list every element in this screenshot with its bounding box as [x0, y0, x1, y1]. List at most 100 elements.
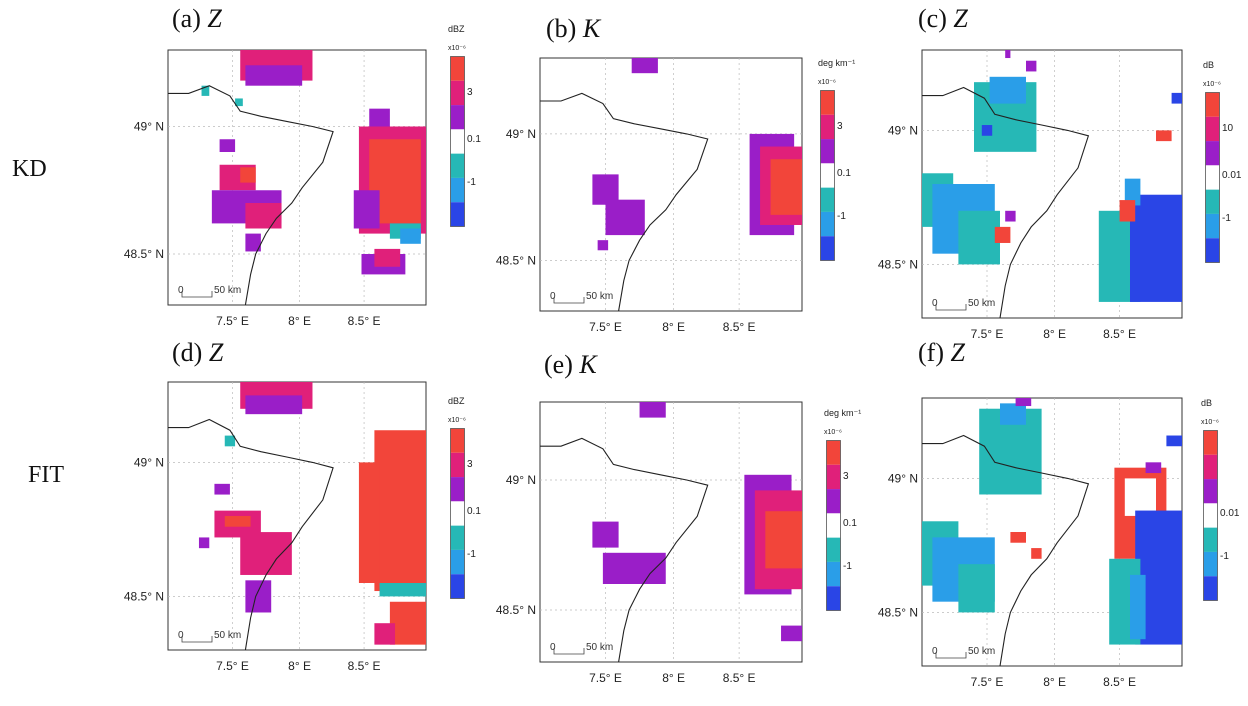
- echo-region-purple: [1005, 210, 1016, 222]
- colorbar-tick-label: 0.01: [1220, 508, 1240, 519]
- colorbar-swatch-white: [450, 501, 465, 526]
- echo-region-red: [240, 167, 256, 183]
- variable-symbol: Z: [953, 4, 968, 33]
- variable-symbol: Z: [208, 338, 224, 367]
- echo-region-purple: [245, 65, 303, 86]
- echo-region-magenta: [374, 248, 401, 267]
- colorbar-exponent-c: x10⁻⁶: [1203, 81, 1221, 88]
- echo-region-blue: [1130, 194, 1182, 302]
- echo-region-purple: [198, 537, 210, 549]
- colorbar-e: [826, 440, 841, 616]
- colorbar-exponent-b: x10⁻⁶: [818, 79, 836, 86]
- colorbar-swatch-white: [1203, 503, 1218, 528]
- y-tick-label: 48.5° N: [878, 257, 918, 271]
- map-panel-f: 0 50 km 7.5° E 8° E 8.5° E 49° N 48.5° N: [862, 397, 1192, 706]
- scale-label: 50 km: [968, 298, 995, 309]
- map-panel-b: 0 50 km 7.5° E 8° E 8.5° E 49° N 48.5° N: [480, 57, 812, 351]
- echo-region-purple: [219, 139, 236, 152]
- border-line: [922, 86, 1090, 319]
- echo-region-lightblue: [1130, 574, 1146, 640]
- x-tick-label: 8° E: [288, 314, 311, 328]
- colorbar-unit-d: dBZ: [448, 396, 465, 406]
- colorbar-swatch-magenta: [1205, 116, 1220, 142]
- colorbar-tick-label: -1: [1220, 550, 1229, 562]
- colorbar-swatch-red: [450, 56, 465, 81]
- scale-bar: [935, 652, 967, 659]
- colorbar-swatch-lightblue: [820, 211, 835, 237]
- echo-region-red: [1031, 548, 1042, 559]
- echo-region-teal: [224, 435, 236, 447]
- x-tick-label: 7.5° E: [589, 671, 622, 685]
- colorbar-swatch-purple: [450, 477, 465, 502]
- map-panel-d: 0 50 km 7.5° E 8° E 8.5° E 49° N 48.5° N: [108, 381, 436, 690]
- colorbar-tick-label: 3: [843, 471, 849, 483]
- colorbar-swatches: [450, 428, 465, 599]
- echo-region-lightblue: [1124, 178, 1141, 206]
- echo-region-teal: [201, 85, 210, 96]
- x-tick-label: 8° E: [1043, 327, 1066, 341]
- colorbar-swatch-teal: [450, 525, 465, 550]
- colorbar-b: [820, 90, 835, 266]
- map-f: 0 50 km 7.5° E 8° E 8.5° E 49° N 48.5° N: [878, 397, 1183, 689]
- colorbar-swatch-purple: [1203, 479, 1218, 504]
- colorbar-swatch-red: [826, 440, 841, 465]
- row-label-kd: KD: [12, 156, 47, 182]
- border-line: [540, 437, 709, 663]
- x-tick-label: 7.5° E: [971, 675, 1004, 689]
- echo-region-blue: [1171, 92, 1182, 104]
- colorbar-swatch-white: [826, 513, 841, 538]
- colorbar-tick-label: 3: [467, 459, 473, 471]
- echo-region-red: [765, 511, 802, 569]
- colorbar-swatch-blue: [1203, 576, 1218, 601]
- colorbar-swatch-blue: [1205, 238, 1220, 263]
- y-tick-label: 48.5° N: [124, 247, 164, 261]
- echo-region-purple: [781, 625, 802, 642]
- colorbar-tick-label: -1: [467, 176, 476, 188]
- colorbar-swatches: [826, 440, 841, 611]
- echo-region-purple: [602, 552, 666, 584]
- y-tick-label: 49° N: [134, 120, 164, 134]
- colorbar-swatch-lightblue: [450, 549, 465, 575]
- y-tick-label: 49° N: [506, 473, 536, 487]
- map-e: 0 50 km 7.5° E 8° E 8.5° E 49° N 48.5° N: [496, 401, 803, 685]
- colorbar-swatch-red: [450, 428, 465, 453]
- colorbar-swatch-magenta: [1203, 454, 1218, 480]
- y-tick-label: 49° N: [888, 471, 918, 485]
- map-d: 0 50 km 7.5° E 8° E 8.5° E 49° N 48.5° N: [124, 381, 427, 673]
- colorbar-swatches: [1205, 92, 1220, 263]
- scale-bar: [181, 291, 213, 298]
- echo-region-lightblue: [989, 76, 1026, 104]
- colorbar-swatch-purple: [826, 489, 841, 514]
- scale-label: 50 km: [214, 285, 241, 296]
- colorbar-tick-label: 0.1: [467, 506, 481, 517]
- colorbar-swatch-blue: [820, 236, 835, 261]
- scale-label: 50 km: [968, 646, 995, 657]
- x-tick-label: 8° E: [662, 671, 685, 685]
- colorbar-swatch-teal: [820, 187, 835, 212]
- echo-region-red: [358, 462, 380, 583]
- colorbar-swatch-purple: [1205, 141, 1220, 166]
- x-tick-label: 7.5° E: [216, 314, 249, 328]
- colorbar-swatch-magenta: [826, 464, 841, 490]
- panel-title-d: (d) Z: [172, 338, 223, 368]
- echo-region-teal: [958, 210, 1000, 265]
- colorbar-swatch-blue: [450, 574, 465, 599]
- echo-region-red: [389, 601, 426, 645]
- echo-region-purple: [597, 240, 609, 251]
- map-panel-a: 0 50 km 7.5° E 8° E 8.5° E 49° N 48.5° N: [108, 49, 436, 345]
- echo-region-lightblue: [1000, 403, 1026, 425]
- scale-bar: [935, 304, 967, 311]
- x-tick-label: 8° E: [1043, 675, 1066, 689]
- colorbar-unit-f: dB: [1201, 398, 1213, 408]
- echo-region-purple: [245, 580, 272, 613]
- echo-region-teal: [958, 564, 995, 613]
- colorbar-swatch-lightblue: [450, 177, 465, 203]
- colorbar-swatch-magenta: [820, 114, 835, 140]
- x-tick-label: 8.5° E: [1103, 327, 1136, 341]
- panel-title-a: (a) Z: [172, 4, 222, 34]
- colorbar-swatch-white: [820, 163, 835, 188]
- panel-letter: (d): [172, 338, 209, 367]
- scale-label: 50 km: [586, 291, 613, 302]
- echo-region-purple: [245, 395, 303, 415]
- echo-region-red: [994, 226, 1011, 243]
